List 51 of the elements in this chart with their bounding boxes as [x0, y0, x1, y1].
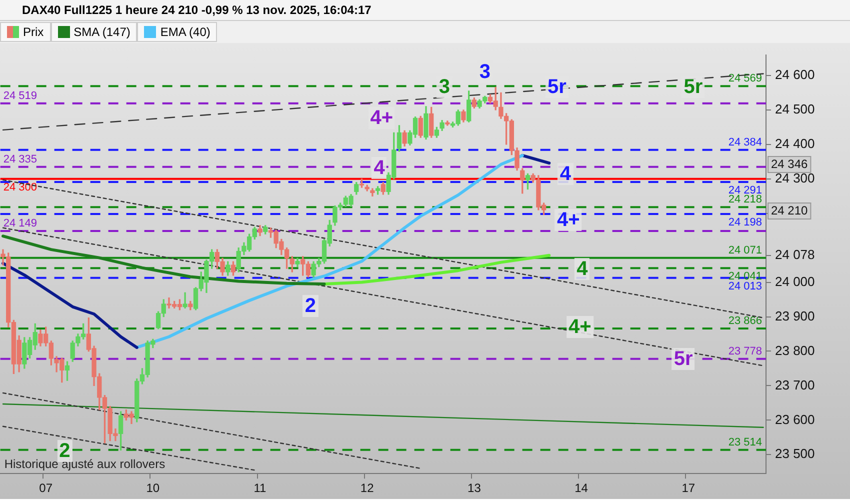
ref-line-label: 23 778	[728, 345, 762, 358]
annotation: 4+	[555, 209, 582, 232]
ref-line-label: 24 071	[728, 244, 762, 256]
ref-line-label: 24 149	[3, 217, 37, 230]
x-tick-label: 11	[254, 481, 267, 496]
x-tick-label: 14	[574, 481, 588, 496]
chart-title: DAX40 Full1225 1 heure 24 210 -0,99 % 13 nov. 2025, 16:04:17	[0, 0, 850, 21]
annotation: 3	[436, 76, 452, 98]
x-tick-label: 17	[682, 481, 696, 496]
ref-line-label: 24 041	[728, 270, 762, 283]
ref-line-label: 23 866	[728, 315, 762, 328]
y-tick-label: 24 600	[775, 67, 815, 82]
x-tick-label: 12	[360, 481, 374, 496]
x-tick-label: 10	[146, 481, 160, 496]
y-tick-label: 24 000	[775, 274, 815, 289]
ref-line-label: 24 198	[728, 216, 762, 229]
annotation: 2	[302, 295, 318, 318]
annotation: 4	[372, 157, 387, 180]
y-tick-label: 23 600	[775, 412, 815, 427]
legend-label: Prix	[23, 25, 44, 39]
annotation: 5r	[672, 348, 695, 370]
candlestick	[182, 292, 188, 308]
y-tick-label: 24 400	[775, 136, 815, 151]
annotation: 4+	[368, 106, 396, 129]
y-tick-label: 23 700	[775, 377, 815, 392]
ref-line-label: 24 335	[3, 153, 37, 166]
y-tick-label: 23 900	[775, 308, 815, 324]
legend-label: SMA (147)	[74, 25, 130, 39]
y-tick-label: 24 500	[775, 102, 815, 117]
text: 24 210	[771, 203, 808, 218]
y-tick-label: 24 078	[775, 246, 815, 262]
y-tick-label: 23 500	[775, 446, 815, 462]
y-tick-label: 24 300	[775, 170, 815, 186]
annotation: 5r	[546, 76, 568, 98]
ref-line-label: 24 013	[728, 280, 762, 292]
ref-line-label: 24 569	[728, 72, 762, 85]
ref-line-label: 24 218	[728, 194, 762, 206]
x-tick-label: 07	[39, 481, 53, 496]
ref-line-label: 23 514	[728, 436, 762, 448]
annotation: 4	[558, 163, 573, 186]
annotation: 4+	[566, 316, 594, 338]
annotation: 5r	[682, 76, 705, 98]
ref-line-label: 24 519	[3, 90, 37, 102]
y-tick-label: 23 800	[775, 342, 815, 358]
text: 24 346	[771, 156, 808, 171]
annotation: 4	[574, 258, 590, 280]
annotation: 3	[477, 61, 493, 84]
legend-label: EMA (40)	[160, 25, 210, 39]
ref-line-label: 24 384	[728, 136, 762, 148]
annotation: 2	[57, 440, 72, 462]
x-tick-label: 13	[468, 481, 482, 496]
